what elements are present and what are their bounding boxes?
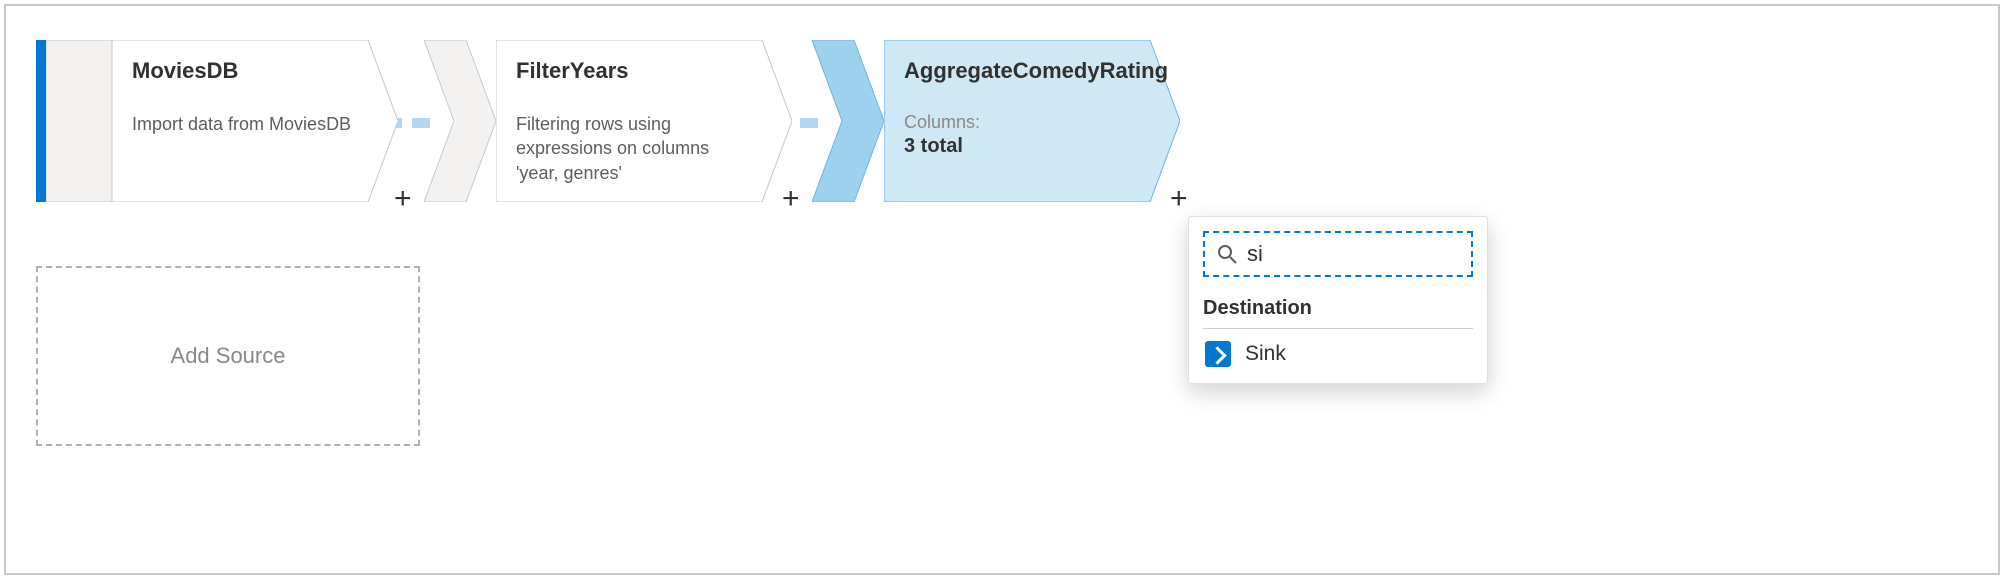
step-title: AggregateComedyRating [904, 58, 1140, 84]
add-step-button-1[interactable]: + [394, 184, 412, 214]
columns-value: 3 total [904, 135, 1140, 158]
dataflow-canvas[interactable]: MoviesDB Import data from MoviesDB Filte… [4, 4, 2000, 575]
add-transform-popup: si Destination Sink [1188, 216, 1488, 384]
search-input[interactable]: si [1203, 231, 1473, 277]
step-filter[interactable]: FilterYears Filtering rows using express… [424, 40, 792, 202]
add-source-label: Add Source [171, 343, 286, 369]
step-icon-shape [812, 40, 884, 202]
search-icon [1217, 244, 1237, 264]
add-source-placeholder[interactable]: Add Source [36, 266, 420, 446]
search-value: si [1247, 241, 1263, 267]
selected-accent-bar [36, 40, 46, 202]
add-step-button-2[interactable]: + [782, 184, 800, 214]
sink-icon [1205, 341, 1231, 367]
option-sink[interactable]: Sink [1203, 329, 1473, 369]
step-icon-shape [46, 40, 112, 202]
step-description: Import data from MoviesDB [132, 112, 358, 136]
popup-section-title: Destination [1203, 297, 1473, 329]
add-step-button-3[interactable]: + [1170, 184, 1188, 214]
columns-label: Columns: [904, 112, 1140, 133]
step-title: FilterYears [516, 58, 752, 84]
step-source[interactable]: MoviesDB Import data from MoviesDB [36, 40, 398, 202]
step-aggregate[interactable]: AggregateComedyRating Columns: 3 total [812, 40, 1180, 202]
step-icon-shape [424, 40, 496, 202]
step-description: Filtering rows using expressions on colu… [516, 112, 752, 185]
step-title: MoviesDB [132, 58, 358, 84]
option-label: Sink [1245, 342, 1286, 366]
